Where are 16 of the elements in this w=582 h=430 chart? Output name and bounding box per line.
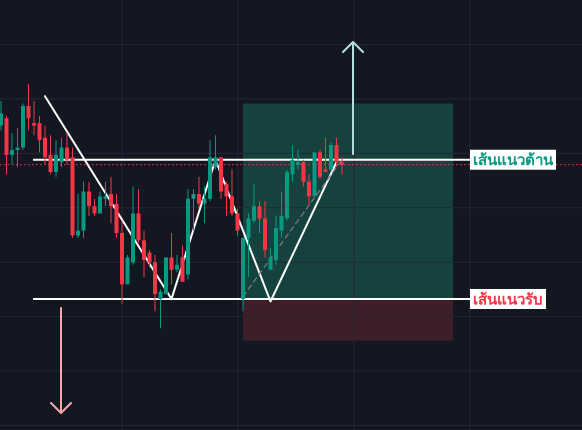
candlestick [202, 186, 206, 224]
candlestick [307, 174, 311, 207]
candlestick [192, 188, 196, 232]
candlestick [26, 84, 30, 131]
candlestick [197, 176, 201, 210]
candlestick [10, 132, 14, 166]
candlestick [230, 169, 234, 216]
candlestick [92, 198, 96, 216]
candlestick [175, 254, 179, 273]
candlestick [76, 193, 80, 238]
candlestick [170, 232, 174, 285]
candlestick [16, 127, 20, 168]
candlestick [258, 200, 262, 234]
candlestick [236, 208, 240, 236]
candlestick [0, 100, 3, 131]
candlestick [87, 181, 91, 216]
